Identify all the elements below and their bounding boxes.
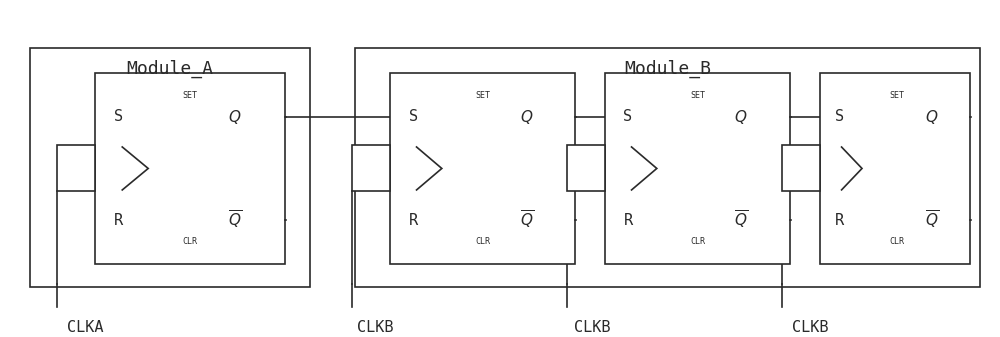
Text: S: S bbox=[624, 109, 633, 124]
Bar bbox=[820, 73, 970, 264]
Text: R: R bbox=[409, 213, 418, 228]
Text: S: S bbox=[835, 109, 844, 124]
Text: R: R bbox=[835, 213, 844, 228]
Text: S: S bbox=[114, 109, 123, 124]
Text: SET: SET bbox=[690, 91, 705, 100]
Text: $\mathit{Q}$: $\mathit{Q}$ bbox=[520, 108, 533, 126]
Text: R: R bbox=[624, 213, 633, 228]
Bar bbox=[605, 73, 790, 264]
Text: $\overline{\mathit{Q}}$: $\overline{\mathit{Q}}$ bbox=[228, 209, 242, 231]
Text: Module_A: Module_A bbox=[126, 59, 213, 78]
Text: SET: SET bbox=[889, 91, 904, 100]
Bar bbox=[782, 146, 820, 191]
Bar bbox=[57, 146, 95, 191]
Text: CLR: CLR bbox=[182, 237, 197, 246]
Bar bbox=[30, 48, 310, 287]
Text: $\mathit{Q}$: $\mathit{Q}$ bbox=[925, 108, 938, 126]
Bar bbox=[352, 146, 390, 191]
Bar bbox=[95, 73, 285, 264]
Text: SET: SET bbox=[182, 91, 197, 100]
Text: Module_B: Module_B bbox=[624, 59, 711, 78]
Text: CLR: CLR bbox=[690, 237, 705, 246]
Text: $\mathit{Q}$: $\mathit{Q}$ bbox=[734, 108, 748, 126]
Text: CLR: CLR bbox=[889, 237, 904, 246]
Bar bbox=[390, 73, 575, 264]
Text: R: R bbox=[114, 213, 123, 228]
Text: CLKB: CLKB bbox=[357, 320, 393, 335]
Text: CLKB: CLKB bbox=[574, 320, 610, 335]
Text: $\overline{\mathit{Q}}$: $\overline{\mathit{Q}}$ bbox=[520, 209, 534, 231]
Bar bbox=[355, 48, 980, 287]
Text: $\overline{\mathit{Q}}$: $\overline{\mathit{Q}}$ bbox=[925, 209, 939, 231]
Bar bbox=[567, 146, 605, 191]
Text: CLKA: CLKA bbox=[67, 320, 103, 335]
Text: $\overline{\mathit{Q}}$: $\overline{\mathit{Q}}$ bbox=[734, 209, 749, 231]
Text: SET: SET bbox=[475, 91, 490, 100]
Text: S: S bbox=[409, 109, 418, 124]
Text: CLKB: CLKB bbox=[792, 320, 828, 335]
Text: $\mathit{Q}$: $\mathit{Q}$ bbox=[228, 108, 241, 126]
Text: CLR: CLR bbox=[475, 237, 490, 246]
